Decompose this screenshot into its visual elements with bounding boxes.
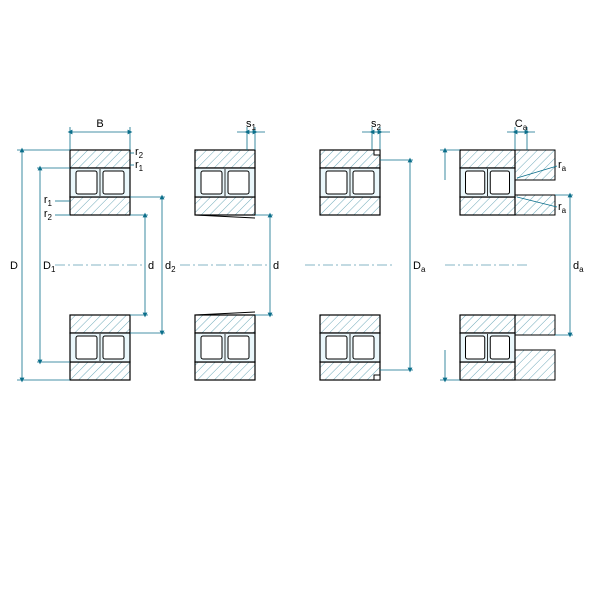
svg-text:r2: r2 <box>44 208 53 222</box>
svg-text:d2: d2 <box>165 260 176 274</box>
svg-text:B: B <box>96 118 103 130</box>
svg-text:r1: r1 <box>135 159 144 173</box>
svg-text:ra: ra <box>558 159 567 173</box>
bearing-diagram: Br2r1r1r2DD1dd2s1ds2DaCararada <box>0 0 600 600</box>
svg-text:d: d <box>273 260 279 272</box>
svg-text:ra: ra <box>558 201 567 215</box>
svg-text:Ca: Ca <box>515 118 528 132</box>
svg-text:r1: r1 <box>44 194 53 208</box>
svg-text:s2: s2 <box>371 118 382 132</box>
svg-text:D: D <box>10 260 18 272</box>
svg-text:s1: s1 <box>246 118 257 132</box>
svg-text:d: d <box>148 260 154 272</box>
svg-text:Da: Da <box>413 260 426 274</box>
svg-text:da: da <box>573 260 584 274</box>
svg-text:r2: r2 <box>135 146 144 160</box>
svg-text:D1: D1 <box>43 260 56 274</box>
